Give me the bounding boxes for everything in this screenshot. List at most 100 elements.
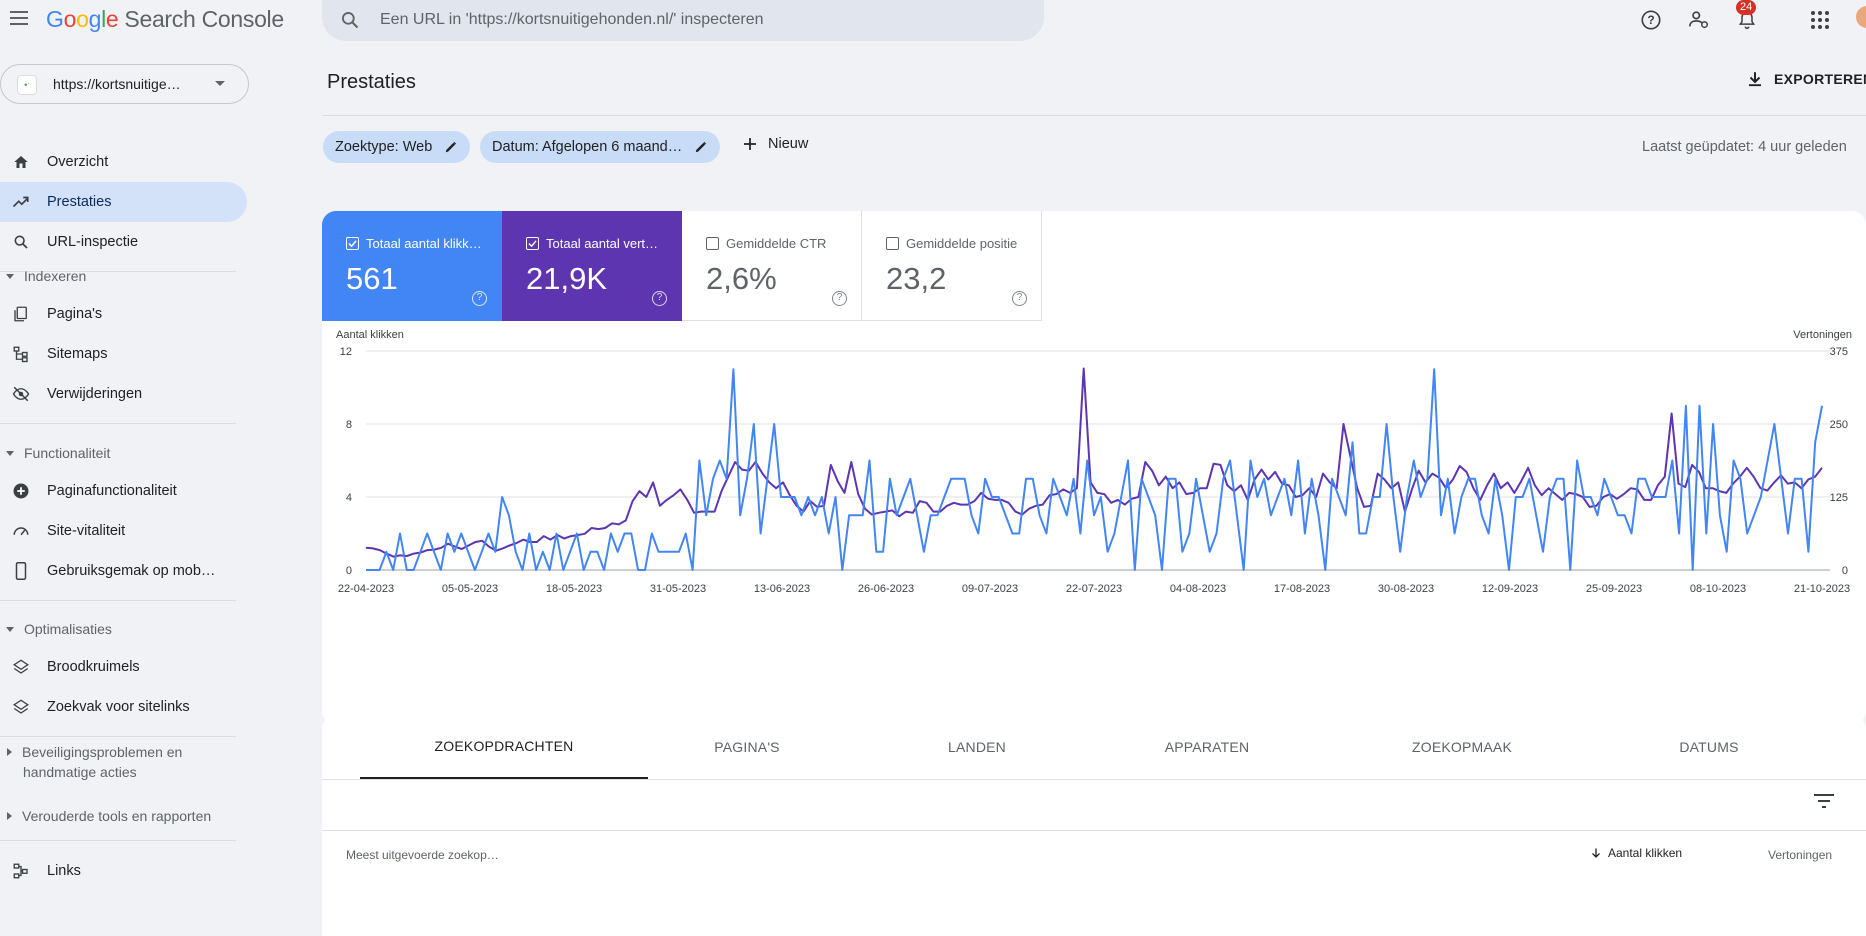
metric-position-toggle[interactable]: Gemiddelde positie 23,2 ? — [862, 211, 1042, 321]
y-right-tick-label: 0 — [1842, 565, 1848, 577]
chevron-down-icon — [215, 81, 225, 86]
sidebar-item-label: Gebruiksgemak op mob… — [47, 563, 216, 579]
sidebar-item-links[interactable]: Links — [0, 851, 247, 891]
divider — [0, 271, 236, 272]
section-indexing-toggle[interactable]: Indexeren — [0, 268, 86, 284]
section-legacy-toggle[interactable]: Verouderde tools en rapporten — [0, 808, 211, 824]
metric-label: Gemiddelde positie — [906, 236, 1018, 251]
metric-value: 2,6% — [706, 261, 777, 296]
last-updated-text: Laatst geüpdatet: 4 uur geleden — [1642, 139, 1847, 155]
section-label: Functionaliteit — [24, 445, 111, 461]
sidebar-item-label: Verwijderingen — [47, 386, 143, 402]
divider — [0, 840, 236, 841]
sidebar-item-label: Prestaties — [47, 194, 112, 210]
sidebar-item-sitelinks-searchbox[interactable]: Zoekvak voor sitelinks — [0, 687, 247, 727]
product-name: Search Console — [124, 6, 284, 32]
section-label: Indexeren — [24, 268, 87, 284]
tab-dates[interactable]: DATUMS — [1679, 739, 1739, 755]
new-filter-button[interactable]: Nieuw — [742, 136, 808, 152]
divider — [0, 423, 236, 424]
x-tick-label: 05-05-2023 — [442, 583, 498, 595]
x-tick-label: 21-10-2023 — [1794, 583, 1850, 595]
section-features-toggle[interactable]: Functionaliteit — [0, 445, 110, 461]
tab-pages[interactable]: PAGINA'S — [714, 739, 780, 755]
arrow-down-icon — [1592, 848, 1600, 858]
chip-label: Zoektype: Web — [335, 139, 433, 155]
search-input[interactable] — [380, 8, 1020, 32]
export-button[interactable]: EXPORTEREN — [1746, 70, 1866, 88]
sidebar-item-pages[interactable]: Pagina's — [0, 294, 247, 334]
divider — [0, 600, 236, 601]
metric-value: 561 — [346, 261, 398, 296]
sidebar-item-label: Broodkruimels — [47, 659, 140, 675]
edit-icon — [695, 141, 707, 153]
y-left-tick-label: 4 — [346, 492, 352, 504]
column-header-query[interactable]: Meest uitgevoerde zoekop… — [346, 848, 499, 862]
tab-devices[interactable]: APPARATEN — [1164, 739, 1250, 755]
plus-icon — [744, 138, 756, 150]
sidebar-item-overview[interactable]: Overzicht — [0, 142, 247, 182]
x-tick-label: 09-07-2023 — [962, 583, 1018, 595]
sidebar-item-label: Pagina's — [47, 306, 103, 322]
metric-impressions-toggle[interactable]: Totaal aantal vert… 21,9K ? — [502, 211, 682, 321]
sidebar-item-label: Sitemaps — [47, 346, 108, 362]
tab-countries[interactable]: LANDEN — [948, 739, 1006, 755]
tab-search-appearance[interactable]: ZOEKOPMAAK — [1411, 739, 1513, 755]
section-security-toggle[interactable]: Beveiligingsproblemen en handmatige acti… — [0, 742, 182, 782]
tab-queries[interactable]: ZOEKOPDRACHTEN — [360, 715, 648, 779]
sidebar-item-breadcrumbs[interactable]: Broodkruimels — [0, 647, 247, 687]
eye-off-icon — [12, 385, 30, 403]
divider — [322, 830, 1866, 831]
sidebar-item-core-web-vitals[interactable]: Site-vitaliteit — [0, 511, 247, 551]
menu-icon[interactable] — [8, 7, 30, 29]
sitemap-icon — [12, 345, 30, 363]
url-inspect-search[interactable] — [322, 0, 1044, 41]
column-header-clicks[interactable]: Aantal klikken — [1590, 846, 1682, 860]
x-tick-label: 08-10-2023 — [1690, 583, 1746, 595]
search-type-chip[interactable]: Zoektype: Web — [323, 131, 471, 163]
sidebar-item-sitemaps[interactable]: Sitemaps — [0, 334, 247, 374]
new-filter-label: Nieuw — [768, 136, 809, 152]
app-logo[interactable]: Google Search Console — [46, 6, 284, 33]
help-icon[interactable]: ? — [472, 291, 487, 306]
metric-value: 23,2 — [886, 261, 947, 296]
manage-users-icon[interactable] — [1685, 6, 1713, 34]
links-icon — [12, 862, 30, 880]
x-tick-label: 26-06-2023 — [858, 583, 914, 595]
gauge-icon — [12, 522, 30, 540]
help-icon[interactable]: ? — [1637, 6, 1665, 34]
sidebar: •ˑ https://kortsnuitige… Overzicht Prest… — [0, 42, 250, 894]
phone-icon — [12, 562, 30, 580]
home-icon — [12, 153, 30, 171]
trending-up-icon — [12, 193, 30, 211]
column-header-impressions[interactable]: Vertoningen — [1768, 848, 1833, 862]
date-range-chip[interactable]: Datum: Afgelopen 6 maand… — [480, 131, 721, 163]
section-enhancements-toggle[interactable]: Optimalisaties — [0, 621, 112, 637]
sidebar-item-mobile-usability[interactable]: Gebruiksgemak op mob… — [0, 551, 247, 591]
divider — [0, 736, 236, 737]
property-selector[interactable]: •ˑ https://kortsnuitige… — [0, 64, 249, 104]
avatar[interactable] — [1856, 6, 1866, 28]
section-label: Optimalisaties — [24, 621, 112, 637]
metric-ctr-toggle[interactable]: Gemiddelde CTR 2,6% ? — [682, 211, 862, 321]
y-left-tick-label: 12 — [340, 346, 352, 358]
metric-clicks-toggle[interactable]: Totaal aantal klikk… 561 ? — [322, 211, 502, 321]
sidebar-item-url-inspection[interactable]: URL-inspectie — [0, 222, 247, 262]
filter-icon[interactable] — [1814, 793, 1834, 809]
x-tick-label: 22-07-2023 — [1066, 583, 1122, 595]
performance-card: Totaal aantal klikk… 561 ? Totaal aantal… — [322, 211, 1866, 725]
google-wordmark: Google — [46, 6, 119, 32]
help-icon[interactable]: ? — [652, 291, 667, 306]
caret-right-icon — [7, 748, 12, 756]
sidebar-item-page-experience[interactable]: Paginafunctionaliteit — [0, 471, 247, 511]
sidebar-item-removals[interactable]: Verwijderingen — [0, 374, 247, 414]
help-icon[interactable]: ? — [1012, 291, 1027, 306]
apps-grid-icon[interactable] — [1806, 6, 1834, 34]
x-tick-label: 12-09-2023 — [1482, 583, 1538, 595]
sidebar-item-performance[interactable]: Prestaties — [0, 182, 247, 222]
page-title: Prestaties — [327, 71, 416, 93]
help-icon[interactable]: ? — [832, 291, 847, 306]
x-tick-label: 13-06-2023 — [754, 583, 810, 595]
search-icon — [342, 12, 359, 29]
